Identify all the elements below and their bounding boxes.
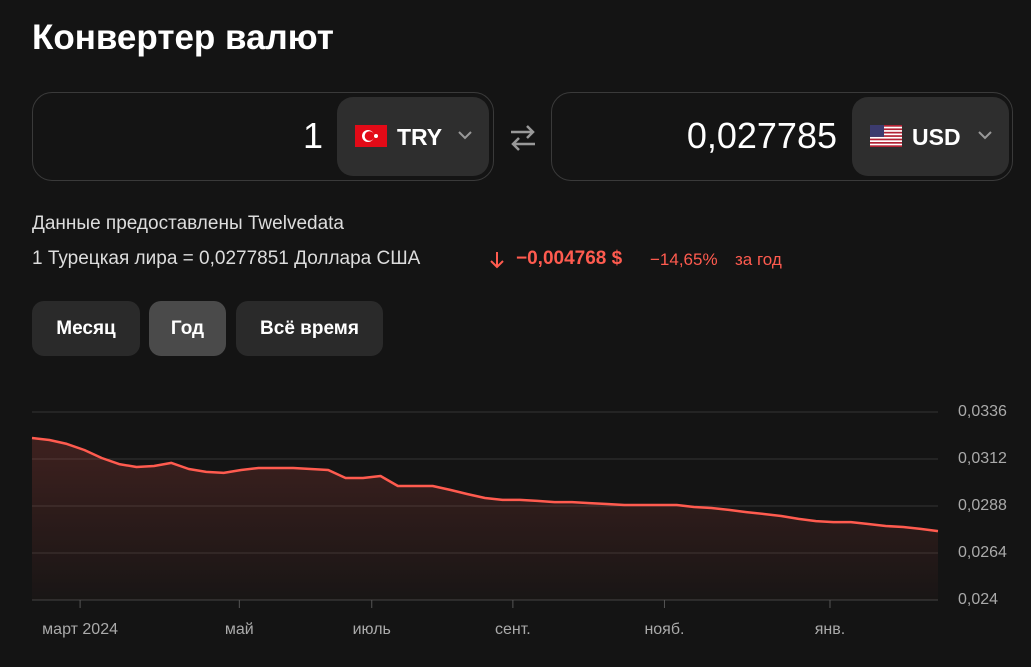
x-tick-label: янв. xyxy=(815,621,845,638)
line xyxy=(31,436,939,533)
x-tick-label: май xyxy=(225,621,254,638)
x-tick-label: нояб. xyxy=(644,621,684,638)
x-tick-label: сент. xyxy=(495,621,531,638)
y-tick-label: 0,0264 xyxy=(958,544,1007,561)
rate-text: 1 Турецкая лира = 0,0277851 Доллара США xyxy=(32,248,421,269)
to-currency: USD xyxy=(912,124,961,150)
from-amount[interactable]: 1 xyxy=(302,115,323,156)
period-button[interactable]: Месяц xyxy=(32,301,140,356)
title: Конвертер валют xyxy=(32,18,334,57)
y-tick-label: 0,0288 xyxy=(958,497,1007,514)
to-box[interactable]: 0,027785 USD xyxy=(551,92,1013,181)
rate-period: за год xyxy=(735,250,782,269)
rate-change: −0,004768 $ xyxy=(516,248,623,269)
x-tick-label: март 2024 xyxy=(42,621,118,638)
from-currency: TRY xyxy=(397,124,443,150)
chevron xyxy=(458,131,472,140)
from-currency-select[interactable]: TRY xyxy=(337,97,489,176)
to-currency-select[interactable]: USD xyxy=(852,97,1009,176)
source: Данные предоставлены Twelvedata xyxy=(32,213,344,234)
chart: 0,024 0,0264 0,0288 0,0312 0,0336 март 2024 ма… xyxy=(31,403,1007,638)
y-tick-label: 0,024 xyxy=(958,591,998,608)
y-tick-label: 0,0336 xyxy=(958,403,1007,420)
to-amount[interactable]: 0,027785 xyxy=(686,115,837,156)
from-box[interactable]: 1 TRY xyxy=(32,92,494,181)
y-tick-label: 0,0312 xyxy=(958,450,1007,467)
chevron xyxy=(978,131,992,140)
flag-us xyxy=(870,125,902,147)
rate-percent: −14,65% xyxy=(650,250,718,269)
area xyxy=(32,438,938,600)
period-button[interactable]: Всё время xyxy=(236,301,383,356)
down-arrow xyxy=(490,252,504,269)
swap-icon[interactable] xyxy=(508,124,538,152)
x-tick-label: июль xyxy=(353,621,391,638)
flag-tr xyxy=(355,125,387,147)
period-button-active[interactable]: Год xyxy=(149,301,226,356)
